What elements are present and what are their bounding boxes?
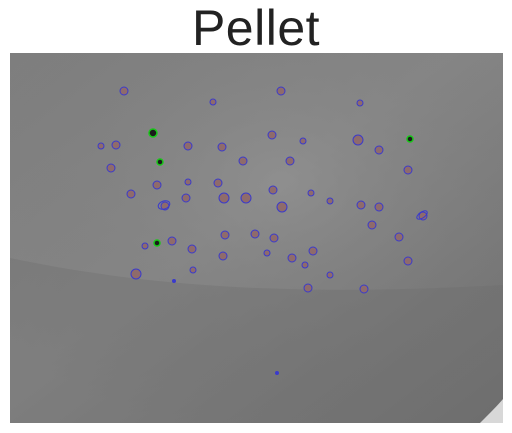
colony (307, 189, 315, 197)
colony (263, 249, 271, 257)
colony (276, 86, 286, 96)
colony (220, 230, 230, 240)
colony (183, 141, 193, 151)
colony (374, 145, 384, 155)
figure-title: Pellet (191, 0, 321, 56)
colony (172, 279, 176, 283)
colony (418, 211, 428, 221)
colony (356, 99, 364, 107)
colony (356, 200, 366, 210)
colony (406, 135, 414, 143)
colony (152, 180, 162, 190)
colony (301, 261, 309, 269)
colony (403, 165, 413, 175)
colony (367, 220, 377, 230)
colony (276, 201, 288, 213)
colony (209, 98, 217, 106)
colony (181, 193, 191, 203)
colony (126, 189, 136, 199)
colony (217, 142, 227, 152)
colony (130, 268, 142, 280)
colony (303, 283, 313, 293)
colony (167, 236, 177, 246)
colony (308, 246, 318, 256)
colony (187, 244, 197, 254)
colony (267, 130, 277, 140)
colony (269, 233, 279, 243)
colony (403, 256, 413, 266)
colony (148, 128, 158, 138)
colony (250, 229, 260, 239)
colony (287, 253, 297, 263)
colonies-group (97, 86, 428, 375)
plate-image (10, 53, 503, 423)
colony (153, 239, 161, 247)
colony (156, 158, 164, 166)
colony (218, 192, 230, 204)
colony (184, 178, 192, 186)
colony (285, 156, 295, 166)
colony (119, 86, 129, 96)
colony (218, 251, 228, 261)
colony (416, 210, 428, 220)
colony (326, 197, 334, 205)
colony (394, 232, 404, 242)
colony (213, 178, 223, 188)
colony (299, 137, 307, 145)
plate-photo (10, 53, 503, 423)
colony (141, 242, 149, 250)
colony (111, 140, 121, 150)
colony (106, 163, 116, 173)
plate-rim-highlight (480, 399, 503, 423)
colony (189, 266, 197, 274)
colony (275, 371, 279, 375)
plate-shadow (10, 258, 503, 423)
colony (352, 134, 364, 146)
colony (326, 271, 334, 279)
colony (240, 192, 252, 204)
colony (359, 284, 369, 294)
colony (97, 142, 105, 150)
colony (157, 200, 171, 210)
colony (268, 185, 278, 195)
colony (374, 202, 384, 212)
colony (238, 156, 248, 166)
